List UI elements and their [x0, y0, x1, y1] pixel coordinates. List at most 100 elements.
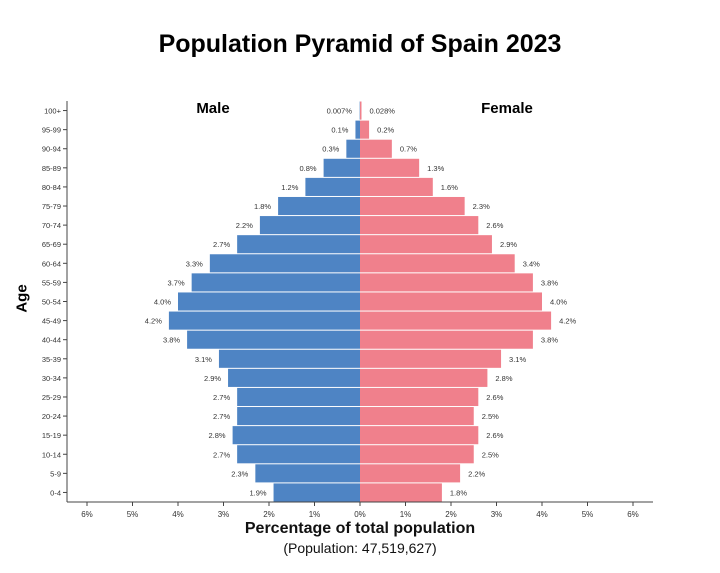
female-data-label: 0.028% [370, 107, 396, 116]
x-tick-label: 3% [218, 510, 230, 519]
female-data-label: 2.5% [482, 450, 499, 459]
female-bar [360, 139, 392, 158]
female-bar [360, 292, 542, 311]
female-bar [360, 387, 479, 407]
female-bar [360, 120, 370, 139]
y-tick-label: 0-4 [50, 488, 61, 497]
male-bar [237, 445, 360, 464]
male-data-label: 3.1% [195, 355, 212, 364]
female-data-label: 0.2% [377, 126, 394, 135]
female-data-label: 3.1% [509, 355, 526, 364]
x-tick-label: 0% [354, 510, 366, 519]
y-tick-label: 50-54 [42, 298, 61, 307]
female-data-label: 3.8% [541, 278, 558, 287]
y-tick-label: 70-74 [42, 221, 61, 230]
male-data-label: 3.7% [168, 278, 185, 287]
female-bar [360, 407, 474, 426]
male-bar [355, 120, 360, 139]
female-bar [360, 273, 533, 292]
male-bar [259, 216, 360, 235]
male-data-label: 2.8% [208, 431, 225, 440]
male-bar [228, 368, 360, 387]
y-tick-label: 25-29 [42, 393, 61, 402]
y-tick-label: 100+ [44, 107, 62, 116]
male-data-label: 1.8% [254, 202, 271, 211]
female-data-label: 2.6% [486, 221, 503, 230]
male-bar [273, 483, 360, 502]
x-tick-label: 4% [172, 510, 184, 519]
male-data-label: 2.7% [213, 240, 230, 249]
male-bar [187, 330, 360, 349]
female-data-label: 4.0% [550, 298, 567, 307]
female-data-label: 2.6% [486, 393, 503, 402]
female-data-label: 2.8% [495, 374, 512, 383]
female-data-label: 2.5% [482, 412, 499, 421]
y-tick-label: 10-14 [42, 450, 61, 459]
male-bar [218, 349, 360, 368]
male-bar [237, 407, 360, 426]
male-bar [346, 139, 360, 158]
y-tick-label: 60-64 [42, 259, 61, 268]
y-tick-label: 15-19 [42, 431, 61, 440]
population-subtitle: (Population: 47,519,627) [283, 540, 437, 556]
male-data-label: 0.3% [322, 145, 339, 154]
female-data-label: 0.7% [400, 145, 417, 154]
female-data-label: 1.8% [450, 488, 467, 497]
male-data-label: 3.8% [163, 336, 180, 345]
female-data-label: 4.2% [559, 317, 576, 326]
female-bar [360, 177, 433, 196]
male-bar [178, 292, 360, 311]
male-data-label: 2.7% [213, 412, 230, 421]
male-bar [255, 464, 360, 483]
male-data-label: 2.7% [213, 450, 230, 459]
x-tick-label: 1% [309, 510, 321, 519]
y-tick-label: 35-39 [42, 355, 61, 364]
female-data-label: 2.3% [473, 202, 490, 211]
male-bar [323, 158, 360, 177]
female-data-label: 1.6% [441, 183, 458, 192]
male-data-label: 0.8% [299, 164, 316, 173]
female-data-label: 2.2% [468, 469, 485, 478]
y-tick-label: 30-34 [42, 374, 61, 383]
y-tick-label: 5-9 [50, 469, 61, 478]
female-bar [360, 445, 474, 464]
male-bar [209, 254, 360, 273]
female-bar [360, 216, 479, 235]
female-bar [360, 483, 442, 502]
legend-male: Male [196, 100, 229, 117]
x-axis-label: Percentage of total population [244, 520, 476, 537]
x-tick-label: 4% [536, 510, 548, 519]
male-bar [191, 273, 360, 292]
legend-female: Female [481, 100, 533, 117]
male-data-label: 2.3% [231, 469, 248, 478]
male-bar [305, 177, 360, 196]
x-tick-label: 2% [445, 510, 457, 519]
female-data-label: 2.6% [486, 431, 503, 440]
y-tick-label: 85-89 [42, 164, 61, 173]
male-data-label: 0.1% [331, 126, 348, 135]
male-data-label: 0.007% [327, 107, 353, 116]
female-bar [360, 349, 502, 368]
y-tick-label: 20-24 [42, 412, 61, 421]
male-data-label: 3.3% [186, 259, 203, 268]
female-bar [360, 101, 362, 120]
female-data-label: 3.8% [541, 336, 558, 345]
female-bar [360, 311, 552, 330]
y-tick-label: 40-44 [42, 336, 61, 345]
female-bar [360, 235, 492, 254]
y-tick-label: 55-59 [42, 278, 61, 287]
y-tick-label: 65-69 [42, 240, 61, 249]
chart-title: Population Pyramid of Spain 2023 [158, 30, 562, 58]
female-data-label: 2.9% [500, 240, 517, 249]
female-data-label: 1.3% [427, 164, 444, 173]
female-bar [360, 254, 515, 273]
female-data-label: 3.4% [523, 259, 540, 268]
female-bar [360, 464, 461, 483]
x-tick-label: 1% [400, 510, 412, 519]
male-data-label: 4.0% [154, 298, 171, 307]
x-tick-label: 5% [127, 510, 139, 519]
y-tick-label: 95-99 [42, 126, 61, 135]
male-data-label: 1.2% [281, 183, 298, 192]
